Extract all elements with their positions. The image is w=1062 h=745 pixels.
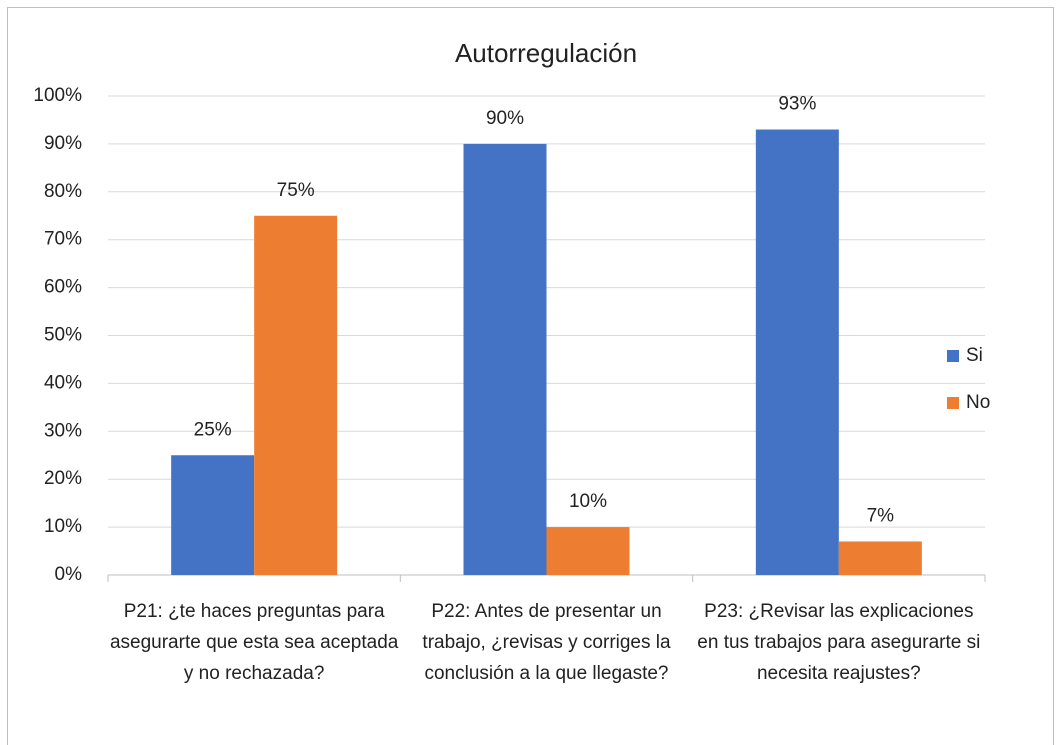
legend-label: Si xyxy=(966,345,983,366)
bar xyxy=(755,129,839,575)
y-tick-label: 60% xyxy=(44,277,82,298)
legend-label: No xyxy=(966,392,990,413)
y-tick-label: 40% xyxy=(44,372,82,393)
legend-swatch xyxy=(947,350,959,362)
bar xyxy=(463,143,547,575)
data-label: 7% xyxy=(867,505,895,526)
legend-swatch xyxy=(947,397,959,409)
y-tick-label: 90% xyxy=(44,133,82,154)
bar xyxy=(546,527,630,575)
x-tick-label: P22: Antes de presentar un trabajo, ¿rev… xyxy=(422,601,671,684)
x-tick-label: P23: ¿Revisar las explicaciones en tus t… xyxy=(697,601,981,684)
data-label: 90% xyxy=(486,108,524,129)
data-label: 10% xyxy=(569,491,607,512)
y-tick-label: 10% xyxy=(44,516,82,537)
y-tick-label: 0% xyxy=(55,564,83,585)
y-tick-label: 30% xyxy=(44,420,82,441)
data-label: 75% xyxy=(277,180,315,201)
y-tick-label: 20% xyxy=(44,468,82,489)
y-tick-label: 80% xyxy=(44,181,82,202)
y-tick-label: 50% xyxy=(44,325,82,346)
bar xyxy=(838,541,922,575)
data-label: 25% xyxy=(194,419,232,440)
bar xyxy=(171,455,255,575)
y-tick-label: 70% xyxy=(44,229,82,250)
bar xyxy=(254,215,338,575)
chart-title: Autorregulación xyxy=(455,38,637,68)
x-tick-label: P21: ¿te haces preguntas para asegurarte… xyxy=(109,601,399,684)
y-tick-label: 100% xyxy=(33,85,82,106)
data-label: 93% xyxy=(778,94,816,115)
